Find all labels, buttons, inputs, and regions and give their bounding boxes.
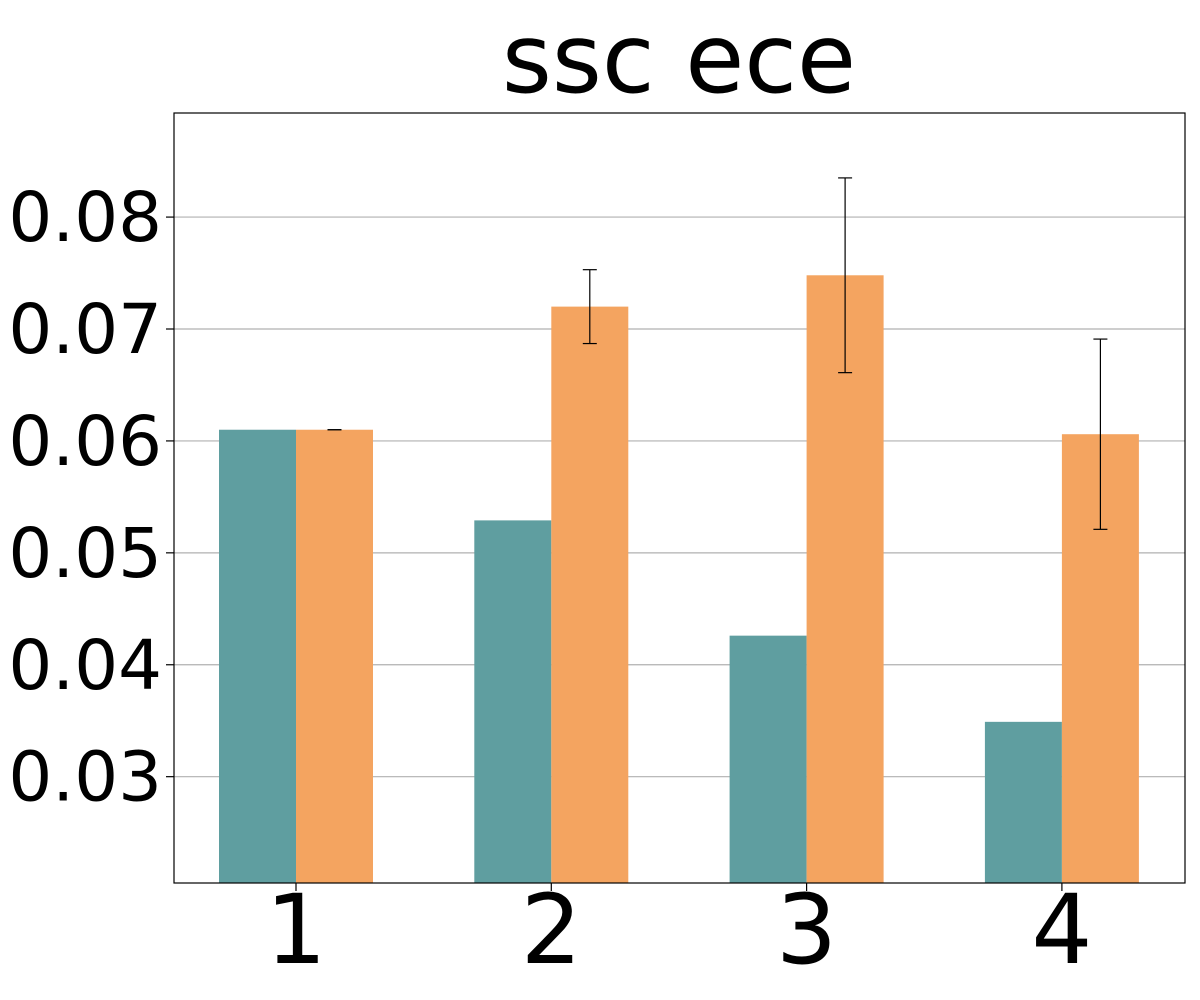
x-axis-ticks: 1 2 3 4	[265, 874, 1092, 986]
error-bars	[327, 177, 1108, 530]
x-tick-label: 3	[776, 874, 837, 986]
y-tick-label: 0.04	[8, 626, 162, 706]
bar-series1-cat4	[984, 721, 1062, 883]
y-tick-label: 0.05	[8, 514, 162, 594]
y-tick-label: 0.03	[8, 738, 162, 818]
bar-series2-cat2	[551, 306, 629, 884]
bar-series2-cat1	[296, 429, 373, 883]
y-tick-label: 0.06	[8, 402, 162, 482]
chart-title: ssc ece	[502, 3, 856, 115]
bar-series2-cat3	[806, 275, 884, 883]
x-tick-label: 2	[521, 874, 582, 986]
plot-area-frame	[173, 112, 1186, 884]
x-tick-label: 4	[1031, 874, 1092, 986]
y-tick-label: 0.07	[8, 290, 162, 370]
bar-series1-cat2	[474, 520, 552, 883]
x-tick-label: 1	[265, 874, 326, 986]
bars	[219, 275, 1139, 884]
bar-series1-cat3	[729, 635, 807, 883]
y-axis-ticks: 0.03 0.04 0.05 0.06 0.07 0.08	[8, 178, 174, 818]
y-tick-label: 0.08	[8, 178, 162, 258]
bar-series1-cat1	[219, 429, 296, 883]
